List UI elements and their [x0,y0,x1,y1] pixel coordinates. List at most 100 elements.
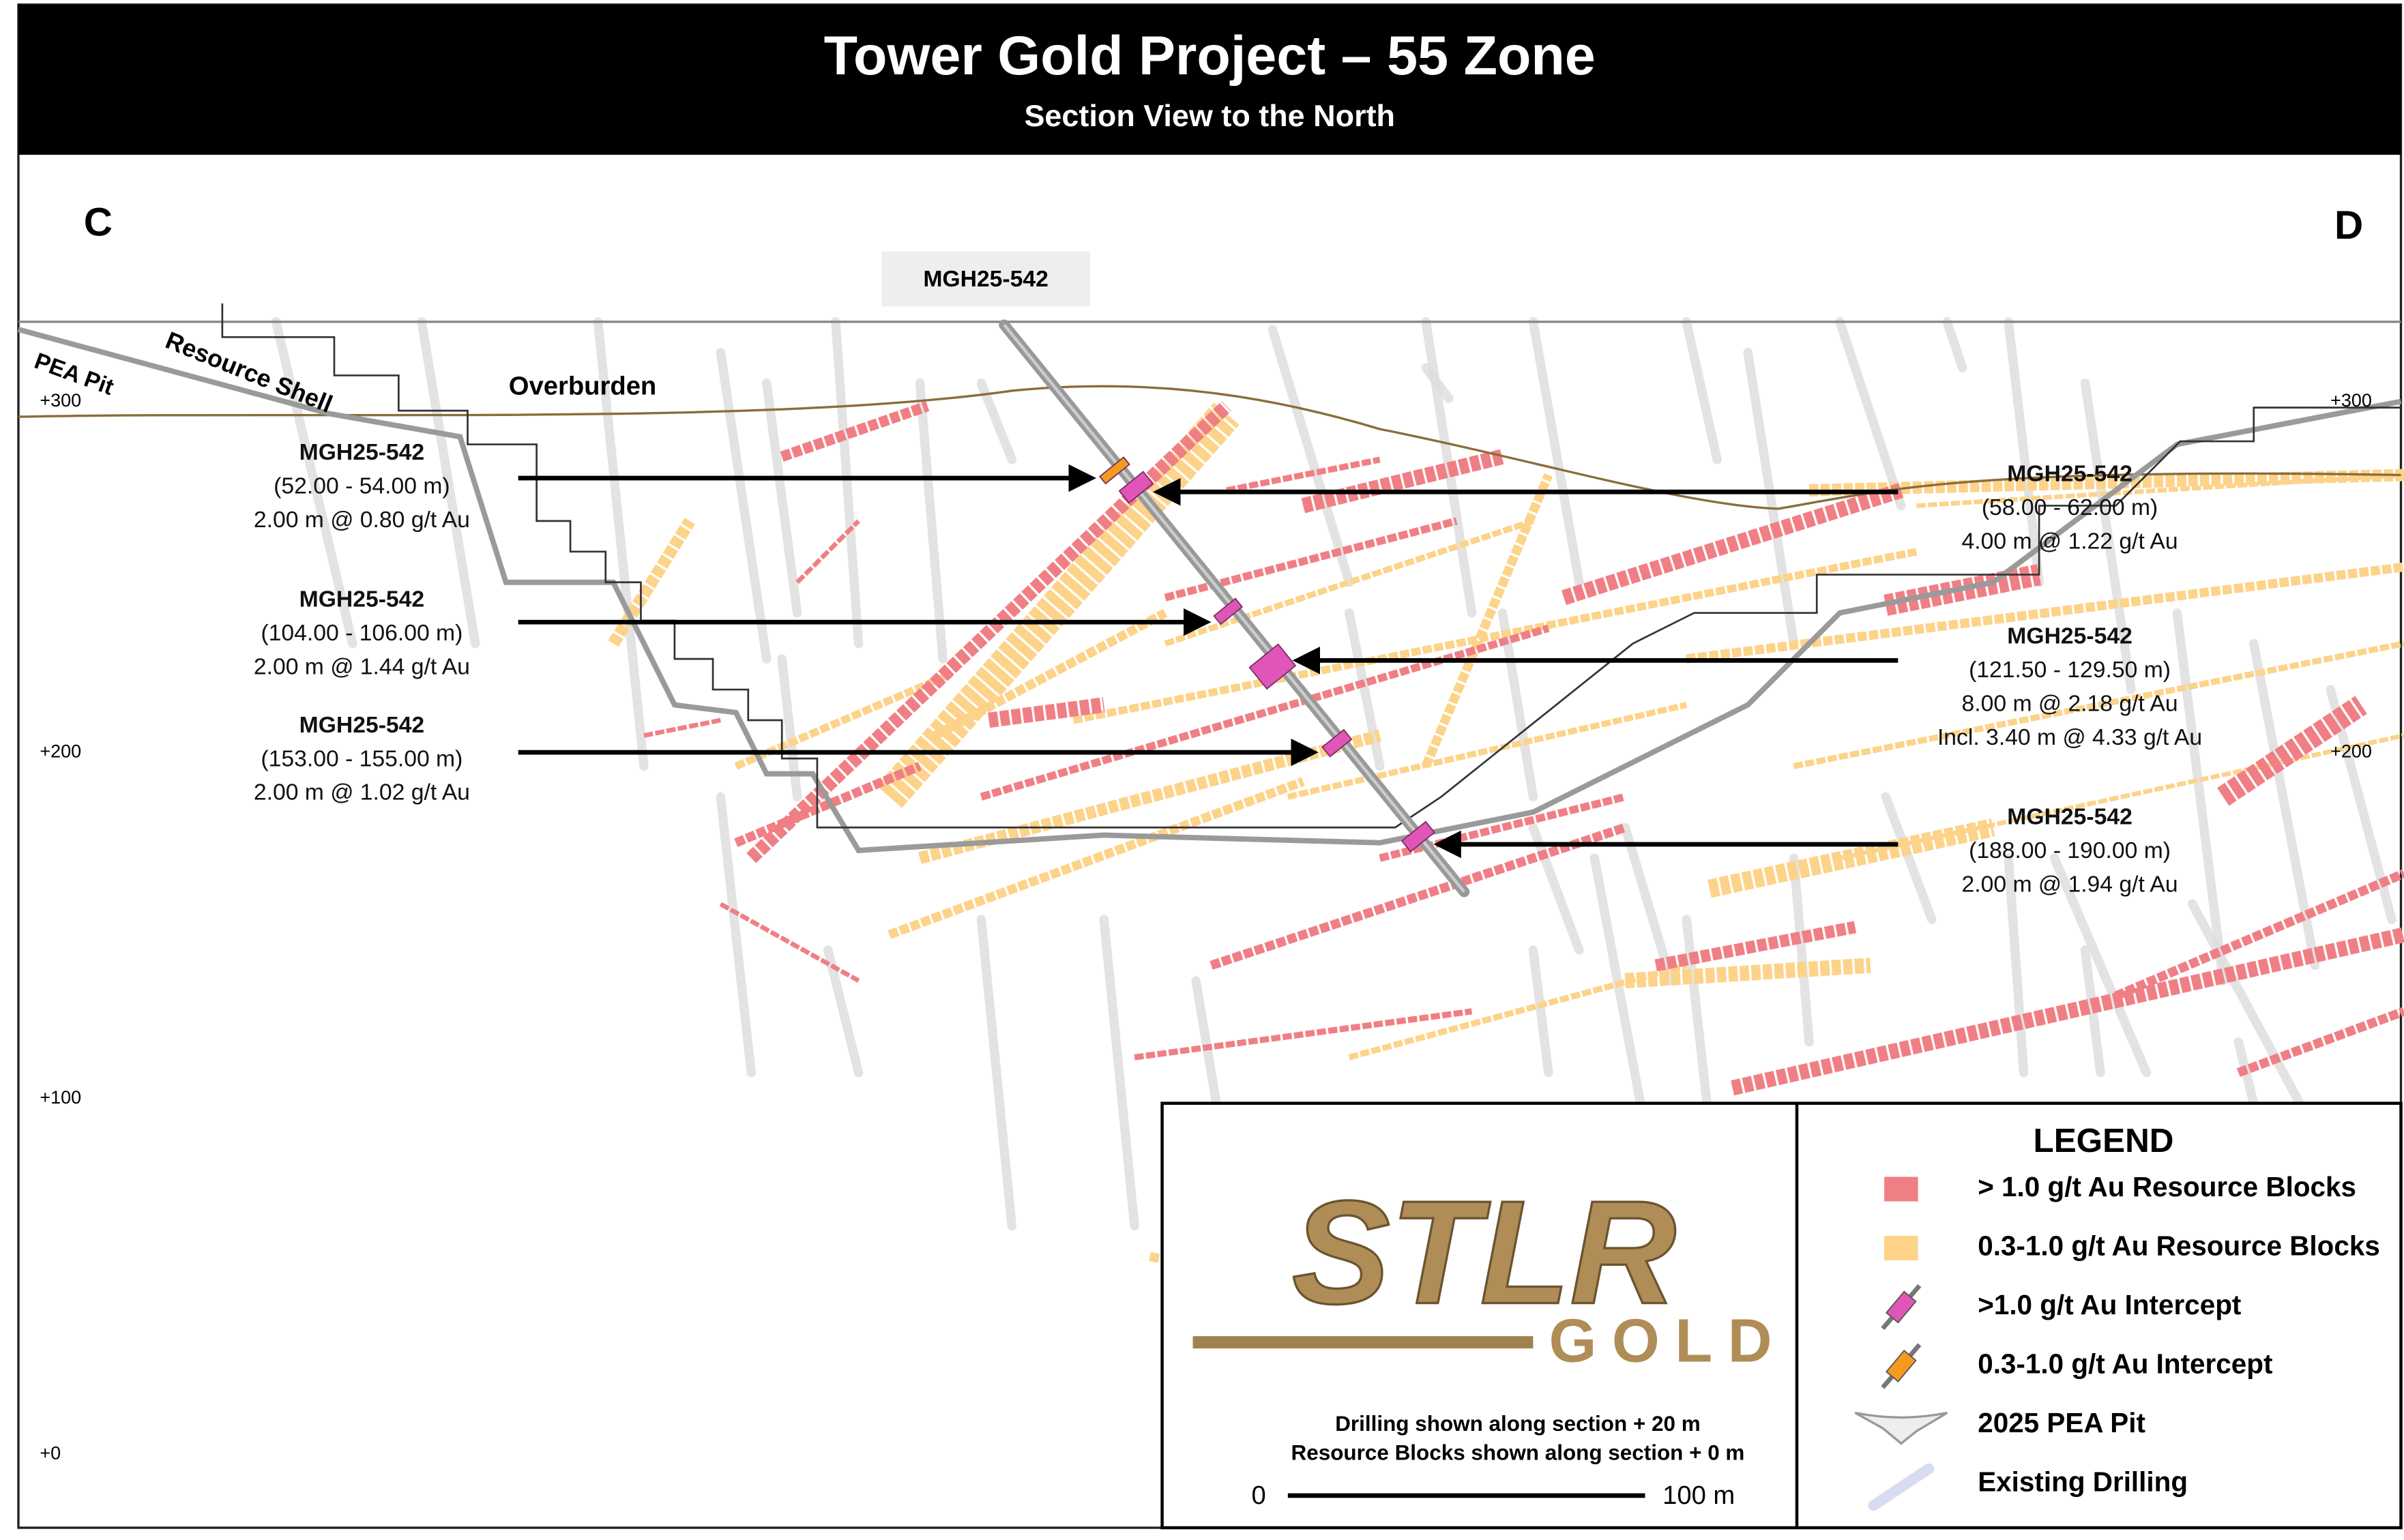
callout-grade: 2.00 m @ 1.02 g/t Au [254,780,470,805]
existing-drillhole [976,378,1017,464]
overburden-contact [18,385,2401,510]
callout-hole: MGH25-542 [299,439,425,465]
callout-grade: 2.00 m @ 1.94 g/t Au [1962,872,2178,898]
intercept-high-grade [1321,728,1353,758]
existing-drillhole [1421,363,1454,403]
callout-interval: (58.00 - 62.00 m) [1982,494,2158,520]
existing-drillhole [915,378,948,664]
callout-grade: 2.00 m @ 1.44 g/t Au [254,653,470,679]
resource-block [1839,733,2404,861]
existing-drillhole [2004,317,2044,587]
callout-interval: (104.00 - 106.00 m) [261,620,463,646]
resource-block [2217,696,2367,806]
resource-block [1379,793,1626,862]
resource-block [780,400,930,462]
resource-block [980,624,1550,801]
resource-block [1287,702,1688,800]
existing-drillhole [2188,899,2304,1108]
callout-interval: (153.00 - 155.00 m) [261,745,463,771]
existing-drillhole [1743,348,1799,649]
resource-block [1421,473,1553,768]
existing-drillhole [761,378,802,618]
intercept-high-grade [1118,471,1154,504]
resource-block [1164,518,1534,647]
legend-label: 2025 PEA Pit [1978,1407,2145,1438]
existing-drillhole [823,945,864,1078]
existing-drillhole [1528,317,1584,587]
existing-drillhole [831,317,864,649]
resource-block [888,777,1305,939]
pea-pit [17,327,2402,854]
elevation-label: +300 [40,390,81,411]
existing-drillhole [2004,853,2029,1078]
resource-block [1072,548,1918,724]
intercept-callout: MGH25-542 (52.00 - 54.00 m) 2.00 m @ 0.80 … [254,439,470,533]
subtitle: Section View to the North [1024,98,1395,133]
scale-end: 100 m [1662,1481,1735,1510]
resource-block [1348,962,1688,1061]
callout-hole: MGH25-542 [2007,804,2132,830]
callout-included: Incl. 3.40 m @ 4.33 g/t Au [1937,724,2202,750]
intercept-callout: MGH25-542 (153.00 - 155.00 m) 2.00 m @ 1.0… [254,712,470,805]
callout-grade: 4.00 m @ 1.22 g/t Au [1962,528,2178,554]
existing-drillhole [2080,378,2136,694]
existing-drillhole [1267,325,1354,587]
resource-block [1654,921,1857,972]
legend-frame [1160,1101,2403,1530]
existing-drillhole [2049,853,2152,1078]
legend-swatch [1885,1290,1917,1324]
resource-block [1707,818,1995,898]
existing-drillhole [593,317,649,771]
resource-block [1624,958,1871,989]
legend-title: LEGEND [2034,1122,2174,1159]
legend-panel: STLR GOLD Drilling shown along section +… [1160,1101,2403,1530]
header-band [18,4,2401,155]
legend-label: >1.0 g/t Au Intercept [1978,1289,2241,1320]
overburden-label: Overburden [509,372,656,401]
callout-hole: MGH25-542 [299,712,425,738]
resource-block [1793,640,2404,769]
existing-drillhole [1789,853,1814,1047]
intercept-callout: MGH25-542 (121.50 - 129.50 m) 8.00 m @ 2.1… [1937,623,2202,750]
existing-drillhole [976,915,1017,1231]
intercept-callout: MGH25-542 (58.00 - 62.00 m) 4.00 m @ 1.22 … [1962,460,2178,554]
resource-block [2113,869,2404,1001]
existing-drillhole [716,792,756,1078]
intercept-high-grade [1401,820,1435,853]
legend-swatch [1868,1463,1935,1511]
existing-drillhole [2172,608,2228,986]
callout-grade: 2.00 m @ 0.80 g/t Au [254,507,470,533]
intercept-callout: MGH25-542 (104.00 - 106.00 m) 2.00 m @ 1.4… [254,587,470,680]
callout-interval: (188.00 - 190.00 m) [1969,838,2171,863]
resource-block [643,717,721,738]
logo-mark: STLR [1292,1170,1676,1335]
callout-interval: (52.00 - 54.00 m) [274,473,450,499]
legend-swatch [1854,1411,1948,1445]
existing-drillhole [1528,823,1584,955]
section-end: D [2334,203,2363,248]
existing-drillhole [1099,915,1139,1231]
legend-swatch [1885,1350,1917,1382]
legend-label: > 1.0 g/t Au Resource Blocks [1978,1171,2356,1202]
resource-block [1210,823,1627,970]
note: Resource Blocks shown along section + 0 … [1291,1440,1745,1464]
legend-swatch [1884,1236,1918,1260]
legend-label: Existing Drilling [1978,1466,2188,1498]
callout-grade: 8.00 m @ 2.18 g/t Au [1962,690,2178,716]
callout-interval: (121.50 - 129.50 m) [1969,657,2171,683]
resource-block [1226,456,1381,494]
elevation-label: +100 [40,1087,81,1108]
existing-drillhole [1881,792,1937,924]
resource-block [1134,1008,1473,1061]
existing-drillhole [1620,823,1676,986]
callout-hole: MGH25-542 [2007,623,2132,649]
intercept-high-grade [1248,643,1297,690]
existing-drillhole [1528,945,1553,1078]
legend-label: 0.3-1.0 g/t Au Resource Blocks [1978,1230,2380,1262]
geology [17,303,2404,1264]
legend-swatch [1884,1176,1918,1202]
existing-drillhole [716,348,772,664]
elevation-label: +300 [2330,390,2372,411]
